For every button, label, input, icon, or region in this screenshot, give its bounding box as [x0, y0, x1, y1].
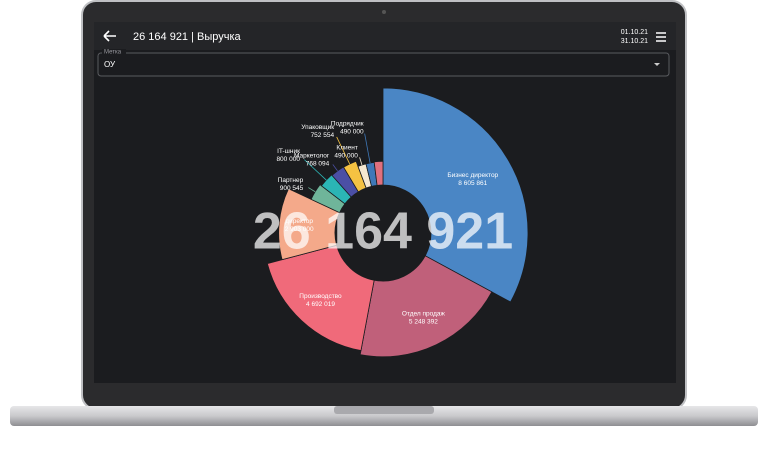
rose-segment	[373, 160, 384, 186]
segment-name: Упаковщик	[301, 124, 334, 131]
camera	[382, 10, 386, 14]
leader-line	[359, 157, 363, 166]
laptop-base	[10, 406, 758, 426]
header-title: 26 164 921 | Выручка	[133, 31, 242, 43]
back-button[interactable]	[103, 30, 116, 42]
menu-button[interactable]	[656, 32, 666, 42]
center-label: 26 164 921	[253, 203, 513, 261]
rose-segment	[359, 255, 493, 358]
filter-label-bg	[102, 49, 126, 56]
segment-name: директор	[285, 218, 313, 225]
segment-name: IT-шник	[277, 148, 300, 155]
dropdown-caret[interactable]	[654, 63, 660, 66]
leader-line	[336, 136, 351, 165]
segment-name: Маркетолог	[294, 152, 330, 159]
rose-segment	[382, 87, 529, 303]
laptop-notch	[334, 406, 434, 414]
leader-line	[364, 133, 371, 164]
app-header	[94, 22, 676, 50]
rose-segment	[266, 244, 375, 352]
segment-name: Производство	[299, 293, 342, 300]
leader-line	[332, 164, 338, 172]
leader-line	[308, 187, 316, 193]
date-from: 01.10.21	[621, 29, 648, 36]
segment-name: Бизнес директор	[447, 172, 498, 179]
filter-label: Метка	[104, 50, 122, 56]
segment-name: Партнер	[278, 177, 304, 184]
segment-value: 490 000	[340, 128, 364, 135]
segment-value: 8 605 861	[458, 180, 487, 187]
segment-value: 2 903 000	[285, 226, 314, 233]
segment-value: 4 692 019	[306, 301, 335, 308]
filter-select[interactable]	[97, 52, 670, 77]
filter-value: ОУ	[104, 60, 116, 69]
leader-line	[304, 159, 327, 181]
segment-name: Подрядчик	[331, 120, 364, 127]
segment-name: Отдел продаж	[402, 310, 446, 317]
rose-segment	[278, 188, 341, 261]
segment-value: 768 094	[306, 160, 330, 167]
segment-value: 800 000	[276, 156, 300, 163]
segment-value: 900 545	[280, 185, 304, 192]
segment-value: 5 248 392	[409, 318, 438, 325]
segment-value: 752 554	[311, 132, 335, 139]
segment-name: Клиент	[336, 144, 357, 151]
date-to: 31.10.21	[621, 38, 648, 45]
segment-value: 490 000	[334, 152, 358, 159]
